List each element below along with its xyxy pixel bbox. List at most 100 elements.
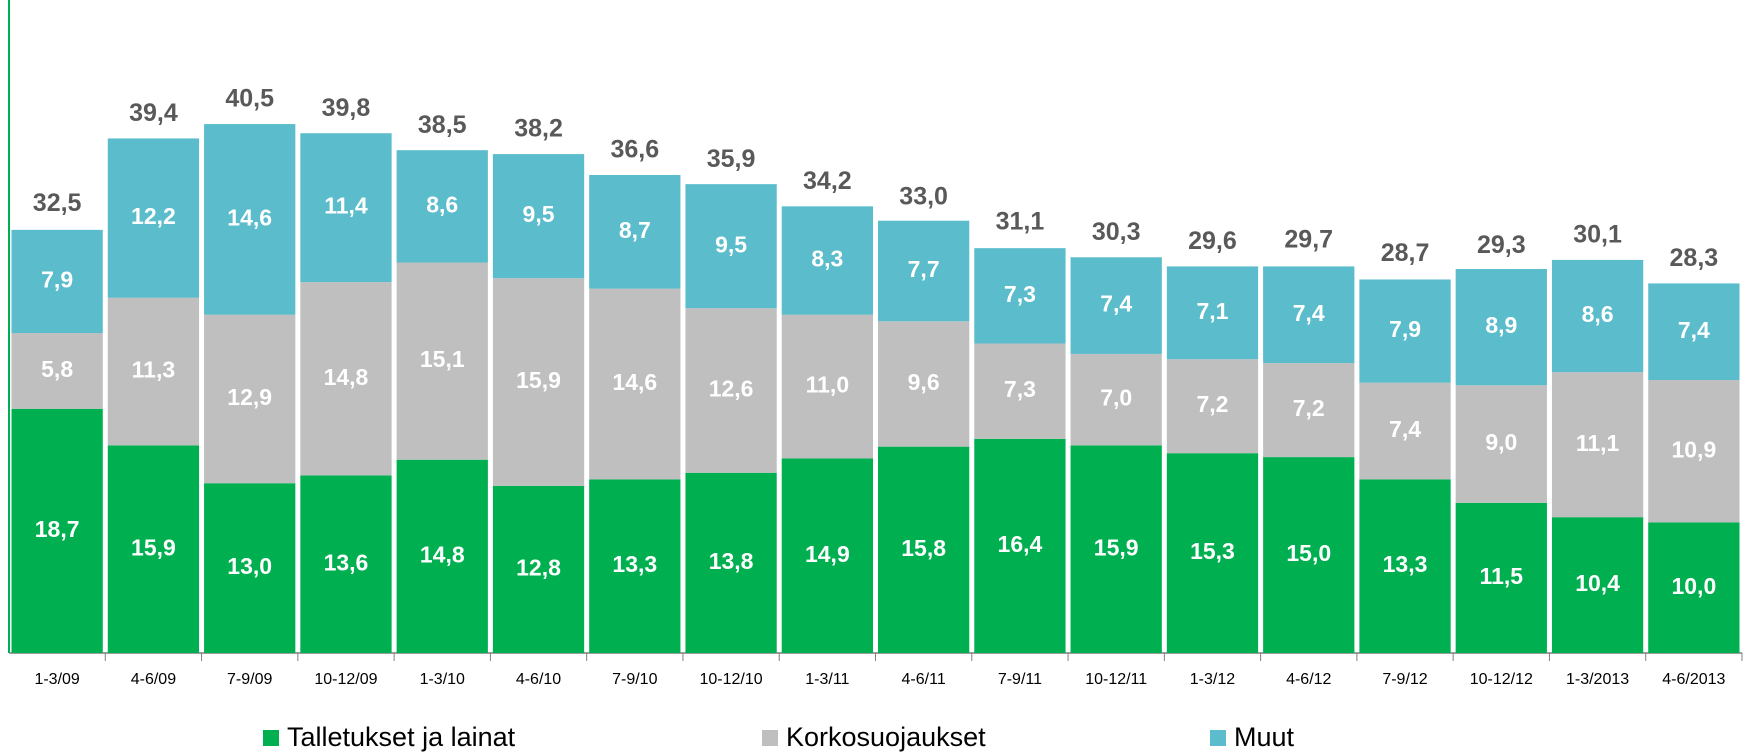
- bar-segment: [107, 297, 200, 446]
- legend-swatch: [762, 730, 778, 746]
- x-tick-label: 1-3/2013: [1566, 671, 1629, 688]
- bar-segment: [1648, 380, 1740, 523]
- bar-segment: [589, 175, 681, 289]
- segment-label: 11,0: [806, 372, 850, 398]
- bar-segment: [1359, 479, 1451, 653]
- segment-label: 9,5: [523, 201, 555, 227]
- x-tick-label: 1-3/10: [420, 671, 465, 688]
- bar-segment: [1359, 382, 1451, 480]
- bar-segment: [781, 458, 873, 653]
- segment-label: 13,6: [324, 549, 369, 575]
- x-tick-label: 4-6/12: [1286, 671, 1331, 688]
- segment-label: 15,0: [1286, 540, 1331, 566]
- bar-segment: [1263, 266, 1355, 364]
- x-tick-label: 1-3/09: [34, 671, 79, 688]
- bar-segment: [396, 150, 488, 263]
- segment-label: 15,3: [1190, 538, 1235, 564]
- bar-segment: [781, 206, 873, 315]
- segment-label: 8,7: [619, 217, 651, 243]
- legend-label: Korkosuojaukset: [786, 722, 986, 752]
- segment-label: 15,9: [516, 367, 561, 393]
- segment-label: 13,0: [227, 553, 272, 579]
- total-label: 30,1: [1573, 221, 1622, 249]
- segment-label: 7,9: [41, 267, 73, 293]
- segment-label: 11,4: [324, 193, 368, 219]
- total-label: 31,1: [996, 207, 1045, 235]
- bar-segment: [1551, 372, 1644, 518]
- bar-segment: [300, 133, 392, 283]
- segment-label: 18,7: [35, 516, 80, 542]
- total-label: 28,7: [1381, 239, 1430, 267]
- bar-segment: [878, 220, 970, 322]
- bar-segment: [589, 288, 681, 480]
- total-label: 34,2: [803, 167, 852, 195]
- segment-label: 12,9: [227, 384, 272, 410]
- segment-label: 14,8: [324, 364, 369, 390]
- total-label: 29,6: [1188, 227, 1237, 255]
- bar-segment: [1551, 517, 1644, 653]
- segment-label: 7,4: [1293, 300, 1325, 326]
- bar-segment: [11, 333, 103, 409]
- bar-segment: [781, 314, 873, 459]
- x-tick-label: 7-9/11: [998, 671, 1042, 688]
- bar-segment: [1455, 385, 1547, 503]
- segment-label: 11,3: [132, 357, 176, 383]
- bar-segment: [11, 408, 103, 653]
- x-tick-label: 4-6/10: [516, 671, 561, 688]
- legend-label: Muut: [1234, 722, 1295, 752]
- bar-segment: [974, 343, 1066, 439]
- segment-label: 8,9: [1485, 312, 1517, 338]
- segment-label: 12,2: [131, 203, 176, 229]
- bar-segment: [1070, 353, 1162, 446]
- segment-label: 8,6: [1582, 301, 1614, 327]
- bar-segment: [492, 278, 585, 486]
- segment-label: 13,3: [1383, 551, 1428, 577]
- total-label: 28,3: [1670, 244, 1719, 272]
- bar-segment: [685, 308, 777, 473]
- segment-label: 8,3: [811, 246, 843, 272]
- bar-segment: [204, 483, 296, 653]
- bar-segment: [878, 446, 970, 653]
- bar-segment: [1455, 502, 1547, 653]
- bar-segment: [685, 472, 777, 653]
- bar-segment: [974, 248, 1066, 344]
- total-label: 38,2: [514, 115, 563, 143]
- bar-segment: [492, 154, 585, 279]
- segment-label: 9,0: [1485, 429, 1517, 455]
- x-tick-label: 1-3/12: [1190, 671, 1235, 688]
- total-label: 33,0: [899, 183, 948, 211]
- segment-label: 7,4: [1389, 416, 1421, 442]
- total-label: 35,9: [707, 145, 756, 173]
- x-tick-label: 10-12/11: [1085, 671, 1147, 688]
- segment-label: 15,9: [131, 534, 176, 560]
- bar-segment: [1648, 522, 1740, 653]
- bar-segment: [1166, 453, 1259, 653]
- segment-label: 15,1: [420, 346, 465, 372]
- bar-segment: [300, 282, 392, 476]
- segment-label: 7,3: [1004, 376, 1036, 402]
- total-label: 36,6: [610, 136, 659, 164]
- total-label: 29,7: [1284, 226, 1333, 254]
- bar-segment: [1263, 457, 1355, 653]
- legend-swatch: [1210, 730, 1226, 746]
- segment-label: 11,1: [1576, 430, 1620, 456]
- segment-label: 14,8: [420, 541, 465, 567]
- x-tick-label: 7-9/12: [1382, 671, 1427, 688]
- bar-segment: [685, 184, 777, 309]
- x-tick-label: 4-6/11: [902, 671, 946, 688]
- segment-label: 7,2: [1293, 395, 1325, 421]
- segment-label: 12,8: [516, 554, 561, 580]
- total-label: 29,3: [1477, 231, 1526, 259]
- bar-segment: [300, 475, 392, 653]
- bar-segment: [1359, 279, 1451, 383]
- bar-segment: [396, 262, 488, 460]
- bar-segment: [396, 459, 488, 653]
- segment-label: 7,0: [1100, 385, 1132, 411]
- bar-segment: [1166, 266, 1259, 360]
- segment-label: 7,1: [1196, 298, 1228, 324]
- x-tick-label: 1-3/11: [805, 671, 849, 688]
- segment-label: 12,6: [709, 376, 754, 402]
- x-tick-label: 7-9/10: [612, 671, 657, 688]
- segment-label: 7,3: [1004, 281, 1036, 307]
